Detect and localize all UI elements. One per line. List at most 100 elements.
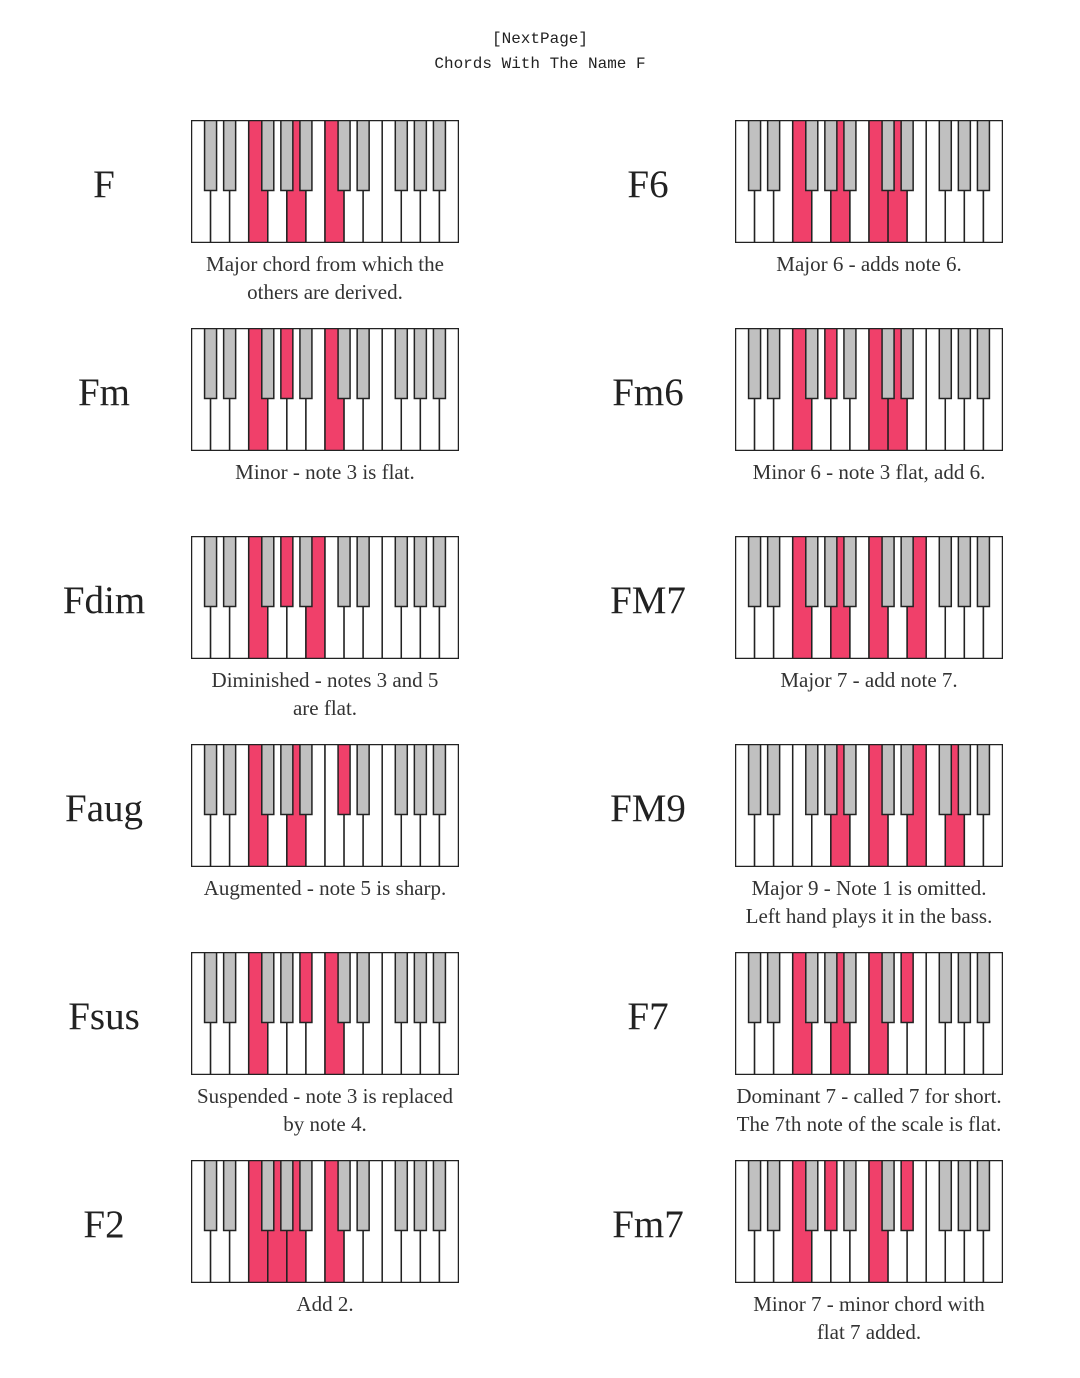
black-key-highlighted [280, 536, 294, 608]
caption-line: Major 7 - add note 7. [780, 668, 958, 692]
chord-caption: Add 2. [155, 1290, 495, 1318]
black-key [280, 744, 294, 816]
chord-fm: Fm Minor - note 3 is flat. [0, 328, 540, 536]
black-key [957, 952, 972, 1024]
chord-name: Fm6 [612, 371, 684, 414]
caption-line: Minor 7 - minor chord with [753, 1292, 985, 1316]
chord-fsus: Fsus Suspended - note 3 is replaced by not… [0, 952, 540, 1160]
black-key-highlighted [299, 952, 313, 1024]
black-key [299, 120, 313, 192]
chord-f: F Major chord from which the others are de… [0, 120, 540, 328]
black-key [299, 744, 313, 816]
piano-keyboard [191, 328, 459, 451]
chord-caption: Dominant 7 - called 7 for short. The 7th … [699, 1082, 1039, 1138]
black-key [413, 952, 428, 1024]
black-key [766, 536, 781, 608]
black-key [900, 120, 914, 192]
black-key [337, 952, 351, 1024]
chord-caption: Minor 7 - minor chord with flat 7 added. [699, 1290, 1039, 1346]
black-key [280, 1160, 294, 1232]
caption-line: flat 7 added. [816, 1320, 922, 1344]
black-key [394, 120, 409, 192]
chord-caption: Minor 6 - note 3 flat, add 6. [699, 458, 1039, 486]
black-key [261, 120, 275, 192]
chord-caption: Diminished - notes 3 and 5 are flat. [155, 666, 495, 722]
black-key [432, 744, 447, 816]
black-key [805, 120, 819, 192]
black-key [203, 120, 218, 192]
caption-line: Minor - note 3 is flat. [235, 460, 415, 484]
black-key [976, 744, 991, 816]
black-key [881, 120, 895, 192]
black-key [766, 1160, 781, 1232]
chord-caption: Major 6 - adds note 6. [699, 250, 1039, 278]
caption-line: The 7th note of the scale is flat. [736, 1112, 1002, 1136]
page-title: Chords With The Name F [434, 55, 646, 73]
black-key [356, 744, 370, 816]
black-key [222, 744, 237, 816]
black-key [747, 536, 762, 608]
black-key [843, 328, 857, 400]
chord-name: FM9 [610, 787, 686, 830]
black-key [881, 328, 895, 400]
chord-caption: Suspended - note 3 is replaced by note 4. [155, 1082, 495, 1138]
caption-line: Left hand plays it in the bass. [745, 904, 993, 928]
black-key [356, 952, 370, 1024]
black-key [747, 328, 762, 400]
black-key-highlighted [337, 744, 351, 816]
black-key [394, 744, 409, 816]
chord-caption: Major 9 - Note 1 is omitted. Left hand pl… [699, 874, 1039, 930]
caption-line: Minor 6 - note 3 flat, add 6. [752, 460, 986, 484]
black-key [976, 1160, 991, 1232]
black-key [299, 1160, 313, 1232]
black-key [824, 952, 838, 1024]
chord-faug: Faug Augmented - note 5 is sharp. [0, 744, 540, 952]
chord-name: F7 [627, 995, 669, 1038]
black-key [413, 536, 428, 608]
black-key [900, 744, 914, 816]
next-page-link[interactable]: [NextPage] [491, 30, 588, 48]
black-key [805, 536, 819, 608]
black-key [394, 328, 409, 400]
black-key [900, 328, 914, 400]
black-key [747, 744, 762, 816]
black-key [299, 328, 313, 400]
piano-keyboard [735, 536, 1003, 659]
black-key [356, 328, 370, 400]
black-key [203, 536, 218, 608]
black-key [843, 952, 857, 1024]
black-key [280, 952, 294, 1024]
black-key [976, 536, 991, 608]
caption-line: Add 2. [296, 1292, 354, 1316]
black-key [824, 536, 838, 608]
black-key [203, 1160, 218, 1232]
black-key [976, 952, 991, 1024]
piano-keyboard [735, 1160, 1003, 1283]
black-key-highlighted [900, 952, 914, 1024]
black-key [394, 536, 409, 608]
piano-keyboard [191, 744, 459, 867]
caption-line: are flat. [292, 696, 358, 720]
black-key [337, 536, 351, 608]
black-key-highlighted [900, 1160, 914, 1232]
black-key [938, 952, 953, 1024]
black-key [299, 536, 313, 608]
black-key [976, 328, 991, 400]
black-key [432, 328, 447, 400]
chord-caption: Major 7 - add note 7. [699, 666, 1039, 694]
chord-name: Fdim [62, 579, 146, 622]
black-key-highlighted [824, 328, 838, 400]
black-key [356, 1160, 370, 1232]
black-key [432, 952, 447, 1024]
black-key [843, 536, 857, 608]
black-key [413, 328, 428, 400]
black-key [805, 1160, 819, 1232]
chord-name: Fm [77, 371, 131, 414]
chord-name: Fm7 [612, 1203, 684, 1246]
caption-line: Suspended - note 3 is replaced [196, 1084, 453, 1108]
piano-keyboard [191, 120, 459, 243]
black-key [337, 328, 351, 400]
black-key [222, 952, 237, 1024]
black-key [938, 1160, 953, 1232]
chord-fm9: FM9 Major 9 - Note 1 is omitted. Left hand… [544, 744, 1080, 952]
